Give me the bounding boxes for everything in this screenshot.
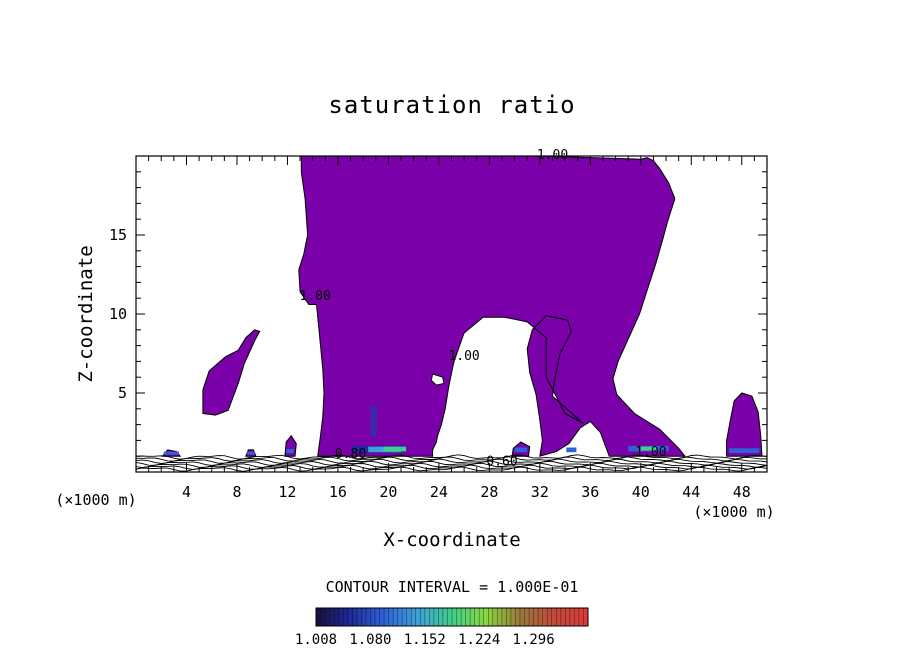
x-axis-ticks: 4 8 12 16 20 24 28 32 36 40 44 48 — [135, 156, 768, 501]
color-patch — [247, 451, 255, 455]
contour-region-hole-small — [430, 373, 445, 386]
contour-line — [136, 456, 767, 462]
color-patch — [566, 447, 577, 453]
x-unit-label-right: (×1000 m) — [693, 503, 774, 521]
contour-label: 0.80 — [335, 447, 366, 462]
contour-label: 1.00 — [635, 445, 666, 460]
colorbar-tick-label: 1.152 — [404, 632, 446, 648]
x-axis-label: X-coordinate — [383, 529, 520, 551]
colorbar-tick-label: 1.008 — [295, 632, 337, 648]
x-tick-label: 48 — [733, 483, 751, 501]
contour-region-left-blob — [202, 329, 261, 416]
colorbar-tick-label: 1.224 — [458, 632, 500, 648]
contour-region-left-low-blob — [284, 434, 297, 457]
x-tick-label: 32 — [531, 483, 549, 501]
x-tick-label: 8 — [232, 483, 241, 501]
contour-region-right-blob — [726, 392, 763, 457]
contour-interval-text: CONTOUR INTERVAL = 1.000E-01 — [326, 578, 579, 596]
contour-line — [136, 454, 767, 460]
color-patch — [163, 451, 179, 455]
y-tick-label: 10 — [109, 305, 127, 323]
color-patch — [640, 446, 658, 451]
color-patch — [514, 447, 528, 453]
contour-line — [136, 460, 767, 466]
x-unit-label-left: (×1000 m) — [55, 491, 136, 509]
contour-label: 0.60 — [486, 455, 517, 470]
x-tick-label: 4 — [182, 483, 191, 501]
y-axis-label: Z-coordinate — [75, 245, 97, 382]
x-tick-label: 16 — [329, 483, 347, 501]
low-level-contour-lines — [136, 454, 767, 472]
color-patch — [370, 405, 377, 438]
contour-label: 1.00 — [300, 289, 331, 304]
y-axis-ticks: 5 10 15 — [109, 155, 767, 473]
x-tick-label: 20 — [379, 483, 397, 501]
color-patch — [383, 446, 407, 452]
filled-contour-regions — [161, 156, 763, 457]
colorbar-tick-label: 1.296 — [513, 632, 555, 648]
x-tick-label: 28 — [480, 483, 498, 501]
x-tick-label: 44 — [682, 483, 700, 501]
contour-line — [136, 462, 767, 469]
x-tick-label: 36 — [581, 483, 599, 501]
color-patch — [729, 448, 760, 453]
colorbar-tick-label: 1.080 — [349, 632, 391, 648]
color-patch — [286, 449, 294, 454]
chart-title: saturation ratio — [328, 91, 575, 119]
x-tick-label: 12 — [278, 483, 296, 501]
colorbar-dividers — [320, 608, 584, 626]
contour-region-main-plume — [298, 156, 687, 457]
contour-label: 1.00 — [448, 349, 479, 364]
y-tick-label: 15 — [109, 226, 127, 244]
y-tick-label: 5 — [118, 384, 127, 402]
x-tick-label: 40 — [632, 483, 650, 501]
x-tick-label: 24 — [430, 483, 448, 501]
high-value-color-patches — [163, 405, 760, 455]
colorbar-tick-labels: 1.008 1.080 1.152 1.224 1.296 — [295, 632, 555, 648]
